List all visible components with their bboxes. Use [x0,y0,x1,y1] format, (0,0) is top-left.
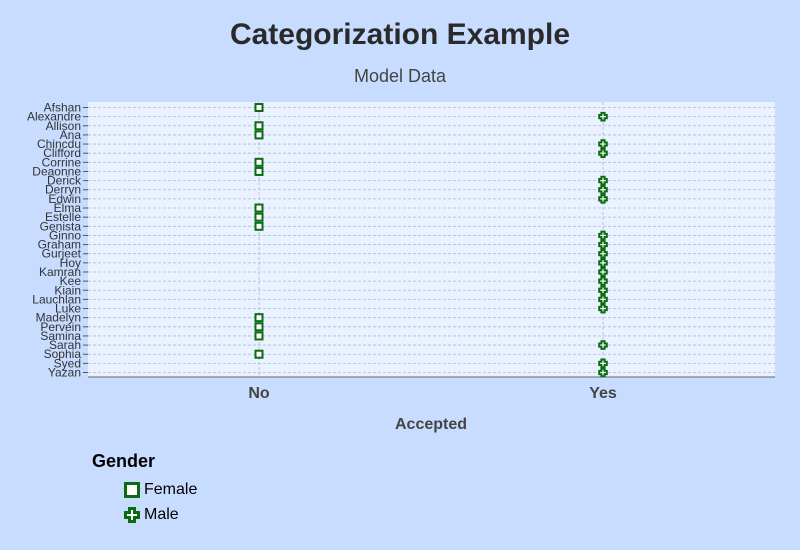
data-point-male [598,340,608,350]
y-tick-label: Elma [54,201,82,215]
data-point-female [254,212,264,222]
y-tick-label: Luke [55,302,81,316]
y-tick-label: Yazan [48,366,81,380]
square-marker-icon [124,482,140,498]
x-axis-label: Accepted [395,416,467,433]
data-point-male [598,239,608,250]
data-point-female [254,349,264,359]
y-tick-label: Kiain [54,283,81,297]
y-tick-label: Pervein [40,320,81,334]
y-tick-label: Gurjeet [42,247,82,261]
data-point-male [598,285,608,296]
data-point-male [598,230,608,241]
chart-title: Categorization Example [229,18,571,51]
data-point-male [598,267,608,277]
y-tick-label: Sophia [44,347,82,361]
y-tick-label: Deaonne [32,164,81,178]
data-point-female [254,166,264,176]
y-tick-label: Alexandre [27,110,81,124]
data-point-female [254,221,264,231]
y-tick-label: Lauchlan [32,292,81,306]
y-tick-label: Kamran [39,265,81,279]
data-point-male [598,358,608,369]
data-point-female [254,157,264,167]
data-point-male [598,194,608,204]
y-tick-label: Sarah [49,338,81,352]
data-point-female [254,331,264,341]
y-tick-label: Graham [38,238,81,252]
data-point-female [254,121,264,131]
y-tick-label: Genista [40,219,82,233]
y-tick-label: Samina [40,329,81,343]
data-point-male [598,276,608,286]
legend-item-male[interactable]: Male [124,505,179,525]
y-tick-label: Madelyn [36,311,81,325]
y-tick-label: Syed [54,356,81,370]
x-tick-label: Yes [589,385,617,402]
legend-item-female[interactable]: Female [124,480,197,500]
y-tick-label: Derryn [45,183,81,197]
data-point-male [598,258,608,268]
data-point-female [254,322,264,332]
cross-marker-icon [124,507,140,523]
data-point-male [598,248,608,259]
data-point-male [598,148,608,158]
x-tick-label: No [248,385,270,402]
y-tick-label: Ginno [49,228,81,242]
y-tick-label: Chincdu [37,137,81,151]
legend-label-male: Male [144,506,179,523]
y-tick-label: Clifford [43,146,81,160]
data-point-male [598,367,608,378]
y-tick-label: Hoy [60,256,81,270]
data-point-male [598,294,608,305]
data-point-female [254,103,264,112]
y-tick-label: Edwin [48,192,81,206]
y-tick-label: Allison [46,119,81,133]
data-point-male [598,111,608,122]
y-tick-label: Afshan [44,101,81,115]
data-point-female [254,203,264,213]
legend-title: Gender [92,451,156,471]
y-tick-label: Derick [47,174,82,188]
y-tick-label: Kee [60,274,82,288]
data-point-female [254,130,264,140]
chart-subtitle: Model Data [353,66,447,86]
y-tick-label: Corrine [42,155,82,169]
y-tick-label: Estelle [45,210,81,224]
legend-label-female: Female [144,481,198,498]
data-point-male [598,303,608,314]
y-tick-label: Ana [60,128,82,142]
data-point-male [598,139,608,149]
plot-area [88,102,775,377]
data-point-male [598,184,608,195]
data-point-male [598,175,608,186]
data-point-female [254,313,264,323]
